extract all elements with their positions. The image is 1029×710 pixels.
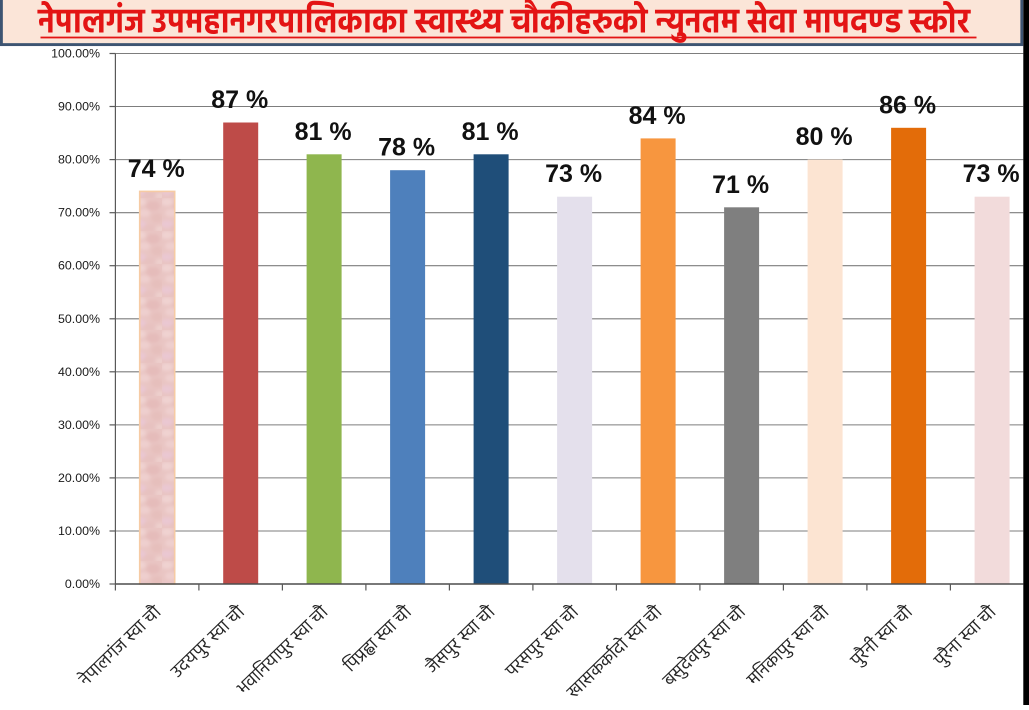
svg-text:10.00%: 10.00% xyxy=(58,524,100,538)
svg-text:86 %: 86 % xyxy=(879,91,936,119)
svg-text:81 %: 81 % xyxy=(295,118,352,146)
svg-text:50.00%: 50.00% xyxy=(58,312,100,326)
svg-text:73 %: 73 % xyxy=(963,160,1020,188)
svg-text:74 %: 74 % xyxy=(128,155,185,183)
svg-text:78 %: 78 % xyxy=(378,134,435,162)
svg-text:0.00%: 0.00% xyxy=(65,577,100,591)
svg-text:100.00%: 100.00% xyxy=(51,47,100,61)
svg-text:80 %: 80 % xyxy=(796,123,853,151)
svg-text:70.00%: 70.00% xyxy=(58,206,100,220)
svg-text:90.00%: 90.00% xyxy=(58,100,100,114)
svg-text:30.00%: 30.00% xyxy=(58,418,100,432)
svg-text:87 %: 87 % xyxy=(211,86,268,114)
svg-text:60.00%: 60.00% xyxy=(58,259,100,273)
svg-text:40.00%: 40.00% xyxy=(58,365,100,379)
svg-text:84 %: 84 % xyxy=(629,102,686,130)
svg-text:71 %: 71 % xyxy=(712,171,769,199)
svg-text:20.00%: 20.00% xyxy=(58,471,100,485)
svg-text:81 %: 81 % xyxy=(462,118,519,146)
svg-text:73 %: 73 % xyxy=(545,160,602,188)
svg-text:80.00%: 80.00% xyxy=(58,153,100,167)
